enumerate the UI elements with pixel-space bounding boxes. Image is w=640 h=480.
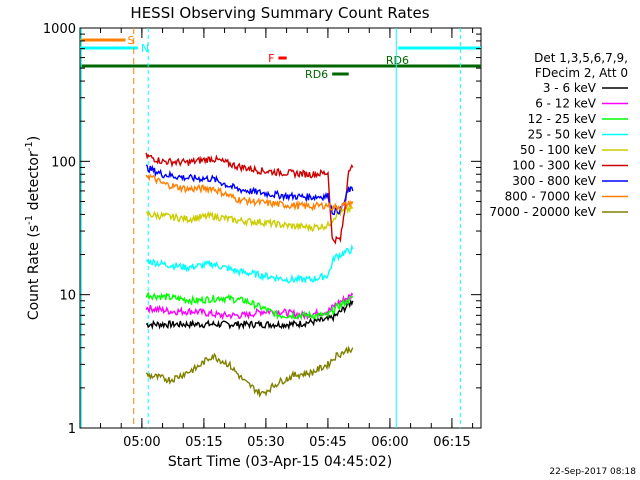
flag-label: S	[127, 34, 134, 47]
legend-entry-label: 6 - 12 keV	[535, 97, 597, 111]
series-line	[145, 345, 354, 399]
legend-entry-label: 50 - 100 keV	[520, 143, 597, 157]
x-tick-label: 05:00	[123, 435, 160, 450]
chart-title: HESSI Observing Summary Count Rates	[130, 4, 429, 22]
legend-entry-label: 12 - 25 keV	[528, 112, 597, 126]
flag-layer: SN F RD6 RD6	[80, 34, 481, 81]
y-tick-label: 100	[51, 155, 76, 170]
x-tick-label: 05:45	[309, 435, 346, 450]
series-layer	[145, 152, 354, 399]
series-line	[145, 173, 354, 212]
series-line	[145, 152, 354, 245]
flag-label: F	[268, 52, 274, 65]
axis-ticks: 1 10 100 1000 05:00 05:15 05:30 05:45 06:00 06:15	[43, 22, 481, 450]
plot-frame	[79, 27, 482, 429]
legend-entry-label: 300 - 800 keV	[512, 174, 596, 188]
x-axis-label: Start Time (03-Apr-15 04:45:02)	[168, 454, 392, 470]
legend-entry-label: 25 - 50 keV	[528, 128, 597, 142]
legend-entry-label: 7000 - 20000 keV	[489, 205, 596, 219]
y-tick-label: 1000	[43, 22, 76, 37]
legend-entry-label: 800 - 7000 keV	[505, 190, 597, 204]
y-axis-label: Count Rate (s-1 detector-1)	[24, 136, 42, 320]
legend-header-line2: FDecim 2, Att 0	[535, 66, 628, 80]
series-line	[145, 164, 354, 216]
flag-label: RD6	[305, 68, 328, 81]
time-markers	[80, 28, 461, 428]
series-line	[145, 291, 354, 321]
flag-label: N	[141, 42, 149, 55]
footer-date: 22-Sep-2017 08:18	[549, 467, 636, 477]
series-line	[145, 204, 354, 233]
y-tick-label: 1	[68, 422, 76, 437]
x-tick-label: 06:00	[371, 435, 408, 450]
flag-label: RD6	[386, 54, 409, 67]
legend-entry-label: 3 - 6 keV	[543, 81, 597, 95]
series-line	[145, 244, 354, 284]
legend-entry-label: 100 - 300 keV	[512, 159, 596, 173]
x-tick-label: 05:15	[185, 435, 222, 450]
legend: Det 1,3,5,6,7,9, FDecim 2, Att 0 3 - 6 k…	[489, 51, 628, 219]
y-tick-label: 10	[59, 289, 76, 304]
series-line	[145, 299, 354, 331]
x-tick-label: 06:15	[433, 435, 470, 450]
x-tick-label: 05:30	[247, 435, 284, 450]
legend-header-line1: Det 1,3,5,6,7,9,	[534, 51, 628, 65]
